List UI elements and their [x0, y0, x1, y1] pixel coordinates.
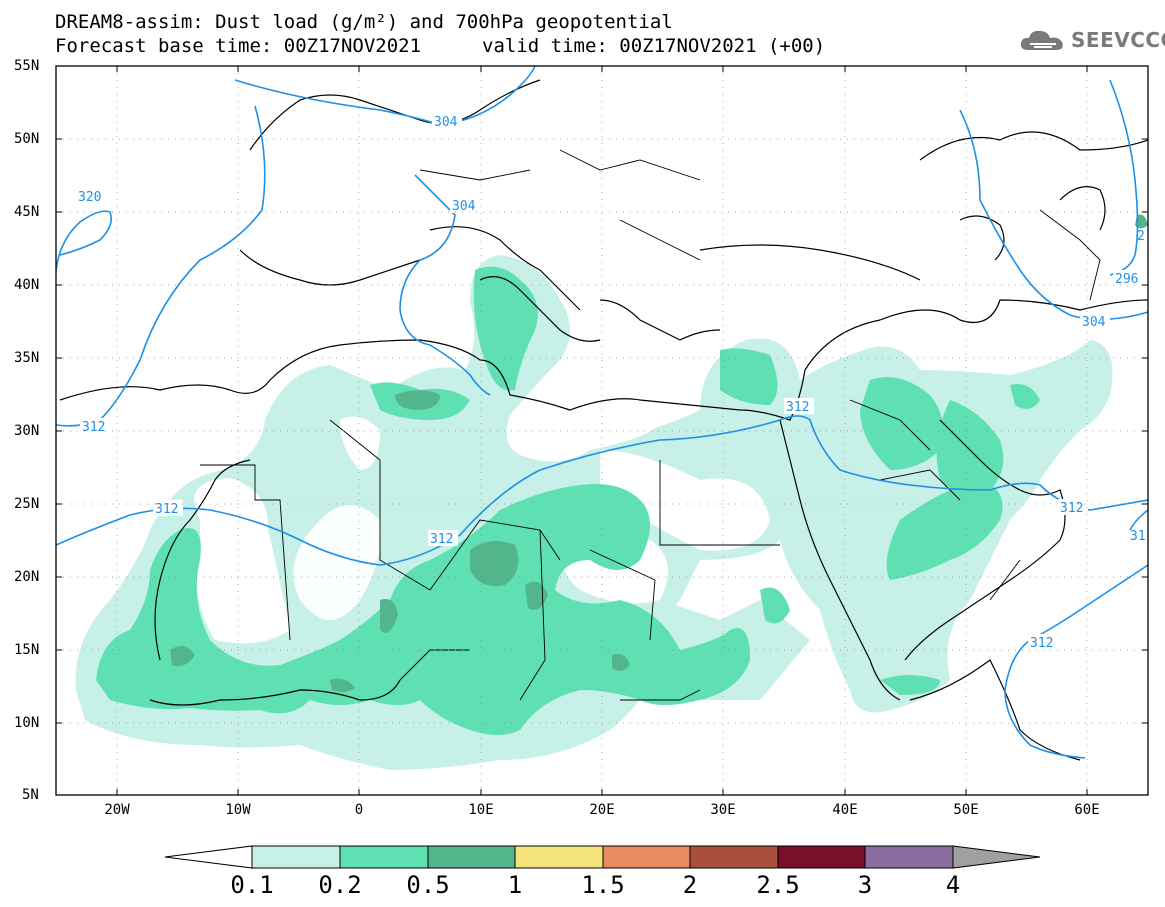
lat-label: 55N [14, 58, 40, 74]
lat-label: 10N [14, 715, 40, 731]
lat-label: 25N [14, 496, 40, 512]
contour-label: 312 [1060, 501, 1083, 516]
contour-label: 312 [155, 502, 178, 517]
lon-label: 0 [354, 802, 364, 818]
colorbar-segment [339, 845, 429, 869]
colorbar-label: 0.1 [230, 871, 274, 899]
colorbar-high-arrow [952, 845, 1041, 869]
lat-label: 40N [14, 277, 40, 293]
colorbar-label: 2.5 [756, 871, 800, 899]
colorbar-segment [777, 845, 866, 869]
lat-label: 5N [22, 787, 39, 803]
forecast-base-time: Forecast base time: 00Z17NOV2021 [55, 35, 422, 57]
map-title: DREAM8-assim: Dust load (g/m²) and 700hP… [55, 11, 673, 33]
gridlines [56, 66, 1148, 795]
colorbar-label: 2 [682, 871, 698, 899]
colorbar-label: 3 [857, 871, 873, 899]
colorbar-low-arrow [164, 845, 253, 869]
cloud-logo-icon [1020, 30, 1063, 50]
lon-label: 20W [104, 802, 130, 818]
contour-label: 31 [1130, 529, 1146, 544]
colorbar-segment [514, 845, 604, 869]
borders [200, 149, 1101, 701]
colorbar-segment [427, 845, 516, 869]
colorbar-segment [602, 845, 691, 869]
lat-label: 20N [14, 569, 40, 585]
contour-label: 320 [78, 190, 101, 205]
lon-label: 10W [225, 802, 251, 818]
lon-label: 60E [1074, 802, 1100, 818]
lat-label: 15N [14, 642, 40, 658]
colorbar-label: 0.2 [318, 871, 362, 899]
lon-label: 50E [953, 802, 979, 818]
contour-label: 304 [434, 115, 458, 130]
contour-labels: 304 304 320 312 312 312 312 312 296 304 … [76, 113, 1146, 651]
lat-label: 35N [14, 350, 40, 366]
lon-label: 30E [710, 802, 736, 818]
colorbar-label: 1 [507, 871, 523, 899]
logo-text: SEEVCCC [1071, 28, 1165, 52]
lon-label: 40E [832, 802, 858, 818]
lat-label: 30N [14, 423, 40, 439]
contour-label: 312 [1030, 636, 1053, 651]
valid-time: valid time: 00Z17NOV2021 (+00) [482, 35, 826, 57]
contour-label: 2 [1137, 229, 1145, 244]
contour-label: 312 [430, 532, 453, 547]
colorbar-segment [689, 845, 779, 869]
lat-label: 50N [14, 131, 40, 147]
contour-label: 304 [452, 199, 476, 214]
coastlines [59, 79, 1148, 761]
contour-label: 296 [1115, 272, 1138, 287]
dust-layer-medium [96, 266, 1040, 735]
colorbar-label: 0.5 [406, 871, 450, 899]
colorbar-label: 4 [945, 871, 961, 899]
colorbar-label: 1.5 [581, 871, 625, 899]
colorbar [164, 845, 1041, 869]
lon-label: 10E [468, 802, 494, 818]
lon-label: 20E [589, 802, 615, 818]
colorbar-segment [251, 845, 341, 869]
contour-label: 304 [1082, 315, 1106, 330]
seevccc-logo: SEEVCCC [1018, 26, 1165, 54]
contour-label: 312 [786, 400, 809, 415]
colorbar-segment [864, 845, 954, 869]
lat-label: 45N [14, 204, 40, 220]
axis-ticks [56, 66, 1148, 795]
dust-layer-dark [170, 214, 1148, 693]
contour-label: 312 [82, 420, 105, 435]
